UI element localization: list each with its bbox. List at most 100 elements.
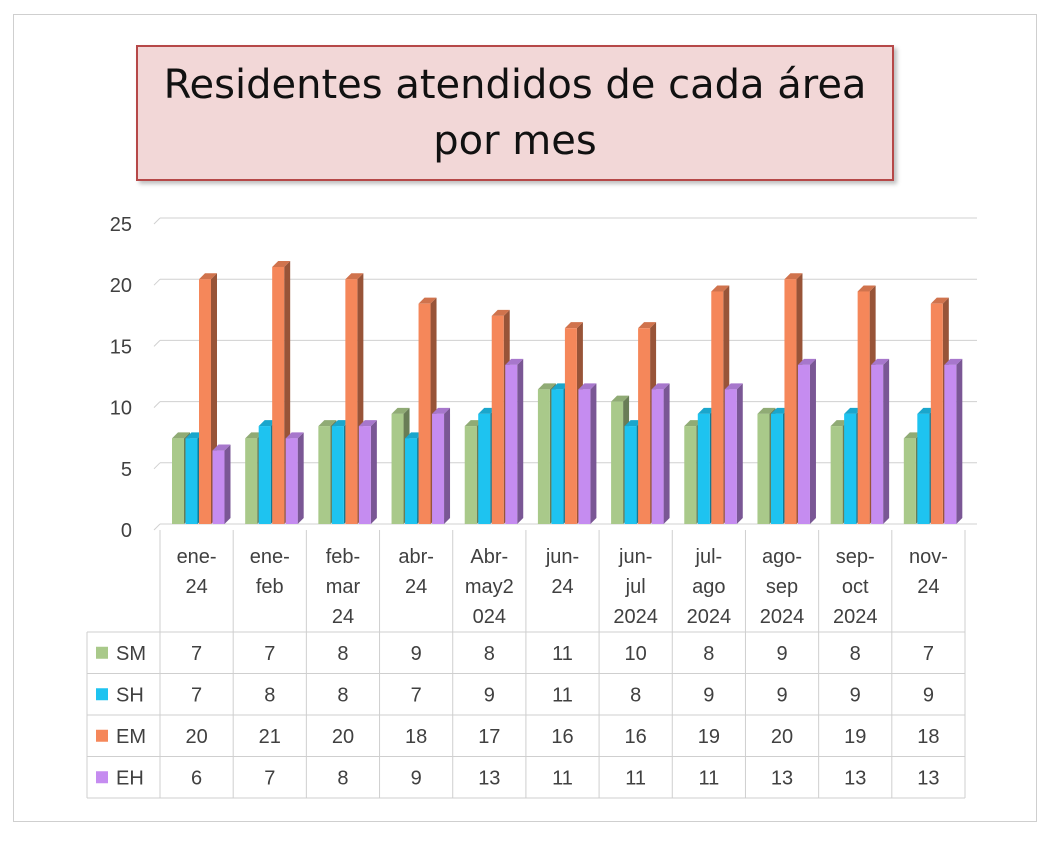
bar-side	[956, 358, 963, 524]
data-label: 19	[844, 726, 866, 748]
gridline-perspective	[153, 278, 161, 286]
data-label: 13	[917, 767, 939, 789]
bar-sm	[464, 426, 477, 524]
x-tick-label: nov-	[909, 546, 948, 568]
data-label: 8	[850, 643, 861, 665]
bar-sm	[172, 438, 184, 524]
bar-side	[224, 444, 231, 524]
x-tick-label: 24	[551, 576, 573, 598]
data-label: 9	[776, 684, 787, 706]
bar-top	[638, 322, 657, 329]
bar-em	[272, 266, 285, 524]
data-label: 8	[337, 767, 348, 789]
x-tick-label: may2	[465, 576, 514, 598]
bar-em	[491, 315, 504, 524]
bar-em	[418, 303, 431, 524]
x-tick-label: jul	[625, 576, 646, 598]
bar-top	[578, 383, 597, 390]
chart-title: Residentes atendidos de cada área por me…	[163, 62, 867, 164]
bar-eh	[871, 364, 884, 524]
bar-eh	[505, 364, 518, 524]
y-tick-label: 0	[121, 520, 132, 542]
x-tick-label: sep	[766, 576, 798, 598]
data-label: 7	[191, 684, 202, 706]
bar-sh	[405, 438, 418, 524]
bar-sm	[537, 389, 550, 524]
bar-sm	[684, 426, 697, 524]
bar-side	[444, 407, 451, 524]
x-tick-label: oct	[842, 576, 869, 598]
bar-sm	[903, 438, 916, 524]
data-label: 7	[264, 767, 275, 789]
bar-eh	[724, 389, 737, 524]
data-label: 11	[698, 767, 719, 789]
bar-sh	[697, 413, 710, 524]
x-tick-label: feb-	[326, 546, 360, 568]
bar-sh	[551, 389, 564, 524]
bar-eh	[651, 389, 664, 524]
data-label: 7	[264, 643, 275, 665]
legend-swatch-sh	[96, 688, 108, 701]
data-label: 8	[337, 684, 348, 706]
data-label: 18	[917, 726, 939, 748]
bar-sh	[624, 426, 637, 524]
x-tick-label: 2024	[613, 606, 658, 628]
data-label: 18	[405, 726, 427, 748]
x-tick-label: Abr-	[470, 546, 508, 568]
legend-label: EH	[116, 767, 144, 789]
y-tick-label: 20	[110, 275, 132, 297]
bar-side	[370, 420, 377, 524]
bar-em	[564, 328, 577, 524]
data-label: 8	[264, 684, 275, 706]
data-label: 9	[411, 767, 422, 789]
bar-sm	[318, 426, 331, 524]
data-label: 16	[551, 726, 573, 748]
bar-side	[809, 358, 816, 524]
y-tick-label: 10	[110, 398, 132, 420]
data-label: 13	[771, 767, 793, 789]
x-tick-label: 024	[473, 606, 506, 628]
gridline-perspective	[153, 401, 161, 408]
bar-top	[797, 358, 816, 365]
data-label: 11	[552, 767, 573, 789]
data-label: 9	[411, 643, 422, 665]
data-label: 8	[703, 643, 714, 665]
bar-sh	[331, 426, 344, 524]
x-tick-label: ago	[692, 576, 725, 598]
x-tick-label: jul-	[695, 546, 723, 568]
bar-top	[784, 273, 803, 280]
data-label: 9	[923, 684, 934, 706]
bar-top	[212, 444, 231, 451]
data-label: 7	[191, 643, 202, 665]
bar-em	[711, 291, 724, 524]
bar-sh	[770, 413, 783, 524]
bar-top	[857, 285, 876, 292]
x-tick-label: 2024	[760, 606, 805, 628]
bar-side	[517, 358, 524, 524]
data-label: 19	[698, 726, 720, 748]
bar-top	[871, 358, 890, 365]
y-tick-label: 25	[110, 214, 132, 236]
x-tick-label: 24	[917, 576, 939, 598]
x-tick-label: 2024	[833, 606, 878, 628]
bar-side	[590, 383, 597, 524]
x-tick-label: feb	[256, 576, 284, 598]
bar-top	[272, 260, 291, 267]
bar-top	[199, 273, 217, 280]
legend-swatch-sm	[96, 646, 108, 659]
bar-top	[285, 432, 304, 439]
data-label: 7	[923, 643, 934, 665]
bar-sh	[917, 413, 930, 524]
chart-title-box: Residentes atendidos de cada área por me…	[136, 45, 894, 181]
data-label: 9	[703, 684, 714, 706]
x-tick-label: 24	[332, 606, 354, 628]
bar-em	[345, 279, 358, 524]
bar-top	[505, 358, 524, 365]
data-label: 16	[625, 726, 647, 748]
data-label: 8	[337, 643, 348, 665]
bar-top	[345, 273, 364, 280]
bar-em	[857, 291, 870, 524]
data-label: 9	[776, 643, 787, 665]
bar-top	[944, 358, 963, 365]
x-tick-label: mar	[326, 576, 361, 598]
